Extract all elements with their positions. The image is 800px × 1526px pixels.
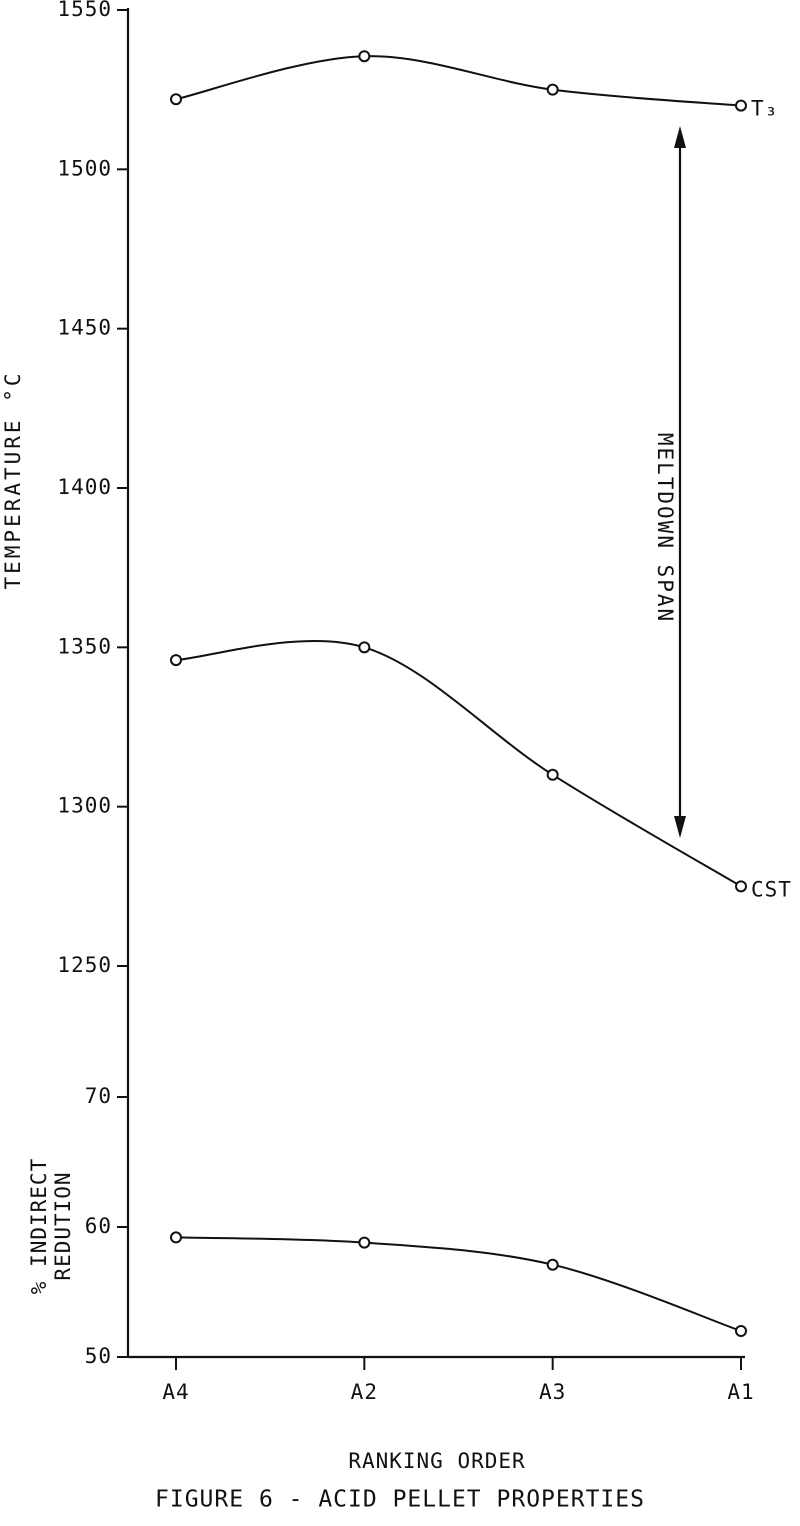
y-tick-label: 1350 <box>57 634 112 658</box>
y-axis-label: TEMPERATURE °C <box>1 370 25 589</box>
line <box>175 640 742 888</box>
line <box>175 55 742 107</box>
y-tick-label: 70 <box>85 1084 112 1108</box>
y-axis-label: REDUTION <box>51 1171 75 1280</box>
point <box>546 83 559 96</box>
y-tick-label: 1400 <box>57 475 112 499</box>
x-tick-label: A1 <box>727 1380 754 1404</box>
point <box>735 1325 747 1337</box>
annotation: MELTDOWN SPAN <box>653 433 677 623</box>
chart-title: FIGURE 6 - ACID PELLET PROPERTIES <box>155 1487 645 1513</box>
point <box>170 1231 182 1244</box>
x-tick-label: A4 <box>162 1380 189 1404</box>
point <box>358 50 371 63</box>
point <box>546 1258 559 1271</box>
point <box>358 641 371 654</box>
series-label: CST <box>751 877 792 901</box>
x-tick-label: A2 <box>351 1380 378 1404</box>
y-tick-label: 50 <box>85 1344 112 1368</box>
point <box>546 768 559 781</box>
y-tick-label: 1300 <box>57 794 112 818</box>
y-tick-label: 1500 <box>57 156 112 180</box>
y-tick-label: 1550 <box>57 0 112 21</box>
y-tick-label: 1450 <box>57 316 112 340</box>
point <box>170 654 182 667</box>
y-tick-label: 60 <box>85 1214 112 1238</box>
y-axis-label: % INDIRECT <box>27 1158 51 1294</box>
point <box>735 880 747 893</box>
point <box>735 99 747 112</box>
x-tick-label: A3 <box>539 1380 566 1404</box>
point <box>358 1236 371 1249</box>
x-axis-label: RANKING ORDER <box>348 1449 525 1473</box>
line <box>175 1236 742 1332</box>
y-tick-label: 1250 <box>57 953 112 977</box>
point <box>170 93 182 106</box>
series-label: T₃ <box>751 97 778 121</box>
